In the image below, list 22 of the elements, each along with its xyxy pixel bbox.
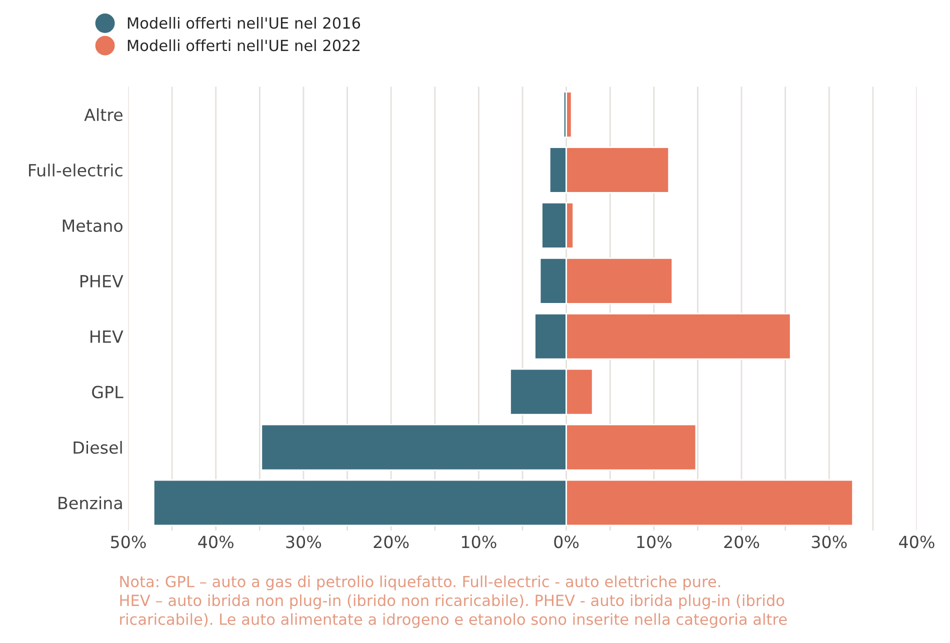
y-tick-label: Diesel [74, 440, 122, 454]
x-tick-label: 40% [899, 536, 934, 548]
y-tick-label: Full-electric [29, 164, 122, 177]
y-tick-label: HEV [90, 330, 124, 343]
y-tick-label: GPL [92, 386, 124, 398]
legend-label: Modelli offerti nell'UE nel 2016 [128, 16, 360, 29]
x-tick-label: 0% [554, 536, 579, 548]
x-tick-label: 30% [812, 536, 847, 548]
legend-label: Modelli offerti nell'UE nel 2022 [128, 39, 360, 52]
text: Nota: GPL – auto a gas di petrolio liquefatto. Full-electric - auto elettriche pure. HEV – auto ibrida non plug-in (ibrido non ricaricabile). PHEV - auto ibrida plug-in (ibrido ricaricabile). Le auto alimentate a idrogeno e etanolo sono inserite nella categoria altre [120, 575, 787, 628]
y-tick-label: Metano [62, 220, 122, 232]
bar [566, 91, 572, 138]
x-tick-label: 40% [198, 536, 234, 548]
x-tick-label: 10% [637, 536, 672, 548]
x-tick-label: 30% [286, 536, 322, 548]
x-tick-label: 20% [374, 536, 409, 548]
x-tick-label: 50% [111, 536, 146, 548]
y-tick-label: Benzina [58, 496, 122, 510]
x-tick-label: 20% [724, 536, 760, 548]
y-tick-label: Altre [84, 108, 123, 122]
x-tick-label: 10% [462, 536, 496, 548]
y-tick-label: PHEV [80, 275, 124, 288]
